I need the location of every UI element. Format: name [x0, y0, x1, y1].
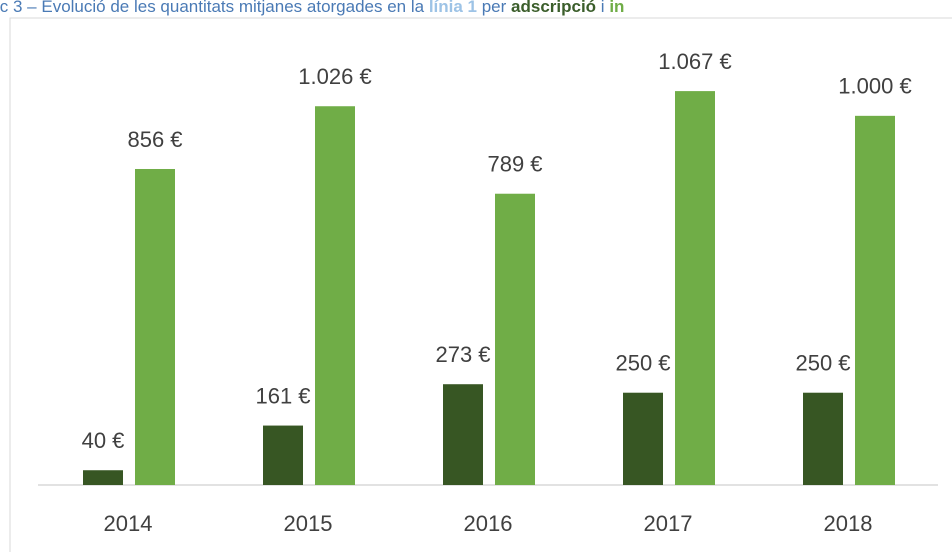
bar — [135, 168, 175, 485]
data-label: 1.026 € — [298, 64, 371, 89]
title-part: i — [596, 0, 609, 16]
bar — [83, 470, 123, 485]
title-part: adscripció — [511, 0, 596, 16]
title-part: ic 3 – Evolució de les quantitats mitjan… — [0, 0, 429, 16]
data-label: 250 € — [615, 351, 670, 376]
data-label: 1.000 € — [838, 74, 911, 99]
bar — [855, 115, 895, 485]
data-label: 1.067 € — [658, 49, 731, 74]
data-label: 273 € — [435, 342, 490, 367]
x-tick-label: 2017 — [644, 511, 693, 536]
bar — [675, 91, 715, 485]
chart-title: ic 3 – Evolució de les quantitats mitjan… — [0, 0, 624, 16]
title-part: línia 1 — [429, 0, 477, 16]
bar — [623, 392, 663, 485]
x-tick-label: 2014 — [104, 511, 153, 536]
data-label: 250 € — [795, 351, 850, 376]
bar — [443, 384, 483, 485]
x-tick-label: 2018 — [824, 511, 873, 536]
bar — [803, 392, 843, 485]
bar — [495, 193, 535, 486]
data-label: 161 € — [255, 383, 310, 408]
x-tick-label: 2015 — [284, 511, 333, 536]
data-label: 789 € — [487, 152, 542, 177]
bar — [315, 106, 355, 486]
title-part: per — [477, 0, 511, 16]
data-label: 40 € — [82, 428, 125, 453]
data-label: 856 € — [127, 127, 182, 152]
title-part: in — [609, 0, 624, 16]
x-tick-label: 2016 — [464, 511, 513, 536]
bar — [263, 425, 303, 485]
